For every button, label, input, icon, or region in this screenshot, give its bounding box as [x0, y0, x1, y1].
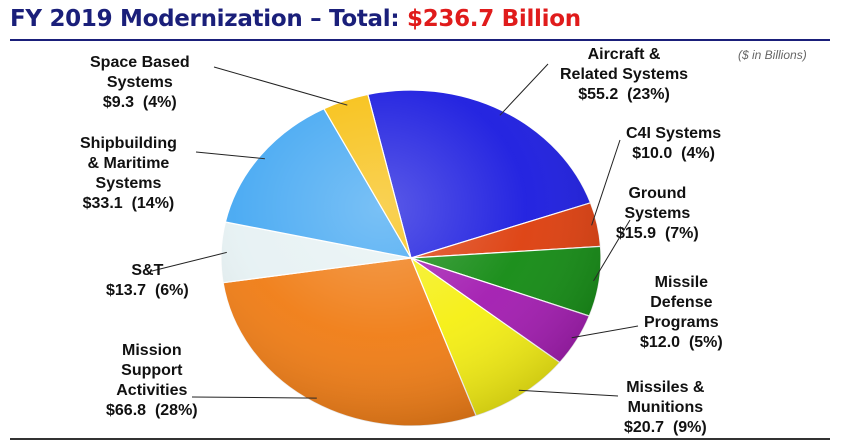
leader-line-mission-support-activities: [191, 396, 317, 399]
slice-percent: (5%): [680, 334, 723, 351]
slice-percent: (9%): [664, 419, 707, 436]
slice-label-name: Space Based: [90, 54, 190, 71]
slice-value: $55.2: [578, 86, 619, 103]
slice-label-name: C4I Systems: [626, 125, 722, 142]
slice-label-name: Aircraft &: [587, 46, 661, 63]
slice-percent: (14%): [122, 195, 175, 212]
slice-label-name: Support: [121, 362, 183, 379]
slice-value: $66.8: [106, 402, 147, 419]
bottom-rule: [10, 438, 830, 440]
slice-label-ground-systems: Ground Systems $15.9 (7%): [616, 184, 699, 244]
slice-label-name: Systems: [624, 205, 691, 222]
slice-value: $15.9: [616, 225, 657, 242]
chart-title: FY 2019 Modernization – Total: $236.7 Bi…: [10, 6, 581, 32]
slice-label-sandt: S&T $13.7 (6%): [106, 261, 189, 301]
slice-percent: (4%): [134, 94, 177, 111]
slice-label-name: S&T: [131, 262, 164, 279]
chart-title-main: FY 2019 Modernization – Total:: [10, 6, 400, 32]
slice-label-name: Missile: [654, 274, 709, 291]
chart-title-total: $236.7 Billion: [406, 6, 581, 32]
slice-label-shipbuilding-and-maritime-systems: Shipbuilding & Maritime Systems $33.1 (14%): [80, 134, 177, 214]
slice-label-name: Related Systems: [560, 66, 689, 83]
slice-value: $13.7: [106, 282, 147, 299]
slice-label-missile-defense-programs: Missile Defense Programs $12.0 (5%): [640, 273, 723, 353]
title-rule: [10, 39, 830, 41]
leader-line-shipbuilding-and-maritime-systems: [195, 151, 265, 160]
slice-label-name: Missiles &: [626, 379, 705, 396]
slice-label-mission-support-activities: Mission Support Activities $66.8 (28%): [106, 341, 198, 421]
slice-value: $10.0: [632, 145, 673, 162]
slice-label-aircraft-and-related-systems: Aircraft & Related Systems $55.2 (23%): [560, 45, 688, 105]
leader-line-sandt: [151, 251, 227, 272]
slice-percent: (23%): [618, 86, 670, 103]
slice-label-name: Activities: [116, 382, 188, 399]
slice-percent: (7%): [656, 225, 699, 242]
slice-label-space-based-systems: Space Based Systems $9.3 (4%): [90, 53, 190, 113]
slice-percent: (28%): [146, 402, 198, 419]
slice-value: $33.1: [82, 195, 123, 212]
slice-label-name: Defense: [650, 294, 713, 311]
slice-value: $12.0: [640, 334, 681, 351]
slice-percent: (6%): [146, 282, 189, 299]
slice-label-name: Shipbuilding: [80, 135, 177, 152]
slice-label-name: Systems: [95, 175, 162, 192]
slice-label-c4i-systems: C4I Systems $10.0 (4%): [626, 124, 721, 164]
slice-value: $20.7: [624, 419, 665, 436]
slice-label-name: Programs: [644, 314, 719, 331]
slice-label-name: Munitions: [627, 399, 704, 416]
units-note: ($ in Billions): [738, 48, 807, 62]
slice-label-missiles-and-munitions: Missiles & Munitions $20.7 (9%): [624, 378, 707, 438]
leader-line-space-based-systems: [213, 66, 348, 106]
slice-label-name: Ground: [628, 185, 687, 202]
slice-label-name: Mission: [122, 342, 182, 359]
slice-label-name: Systems: [106, 74, 173, 91]
slice-value: $9.3: [102, 94, 135, 111]
leader-line-aircraft-and-related-systems: [499, 63, 549, 116]
slice-percent: (4%): [672, 145, 715, 162]
slice-label-name: & Maritime: [87, 155, 170, 172]
leader-line-missiles-and-munitions: [518, 389, 619, 397]
